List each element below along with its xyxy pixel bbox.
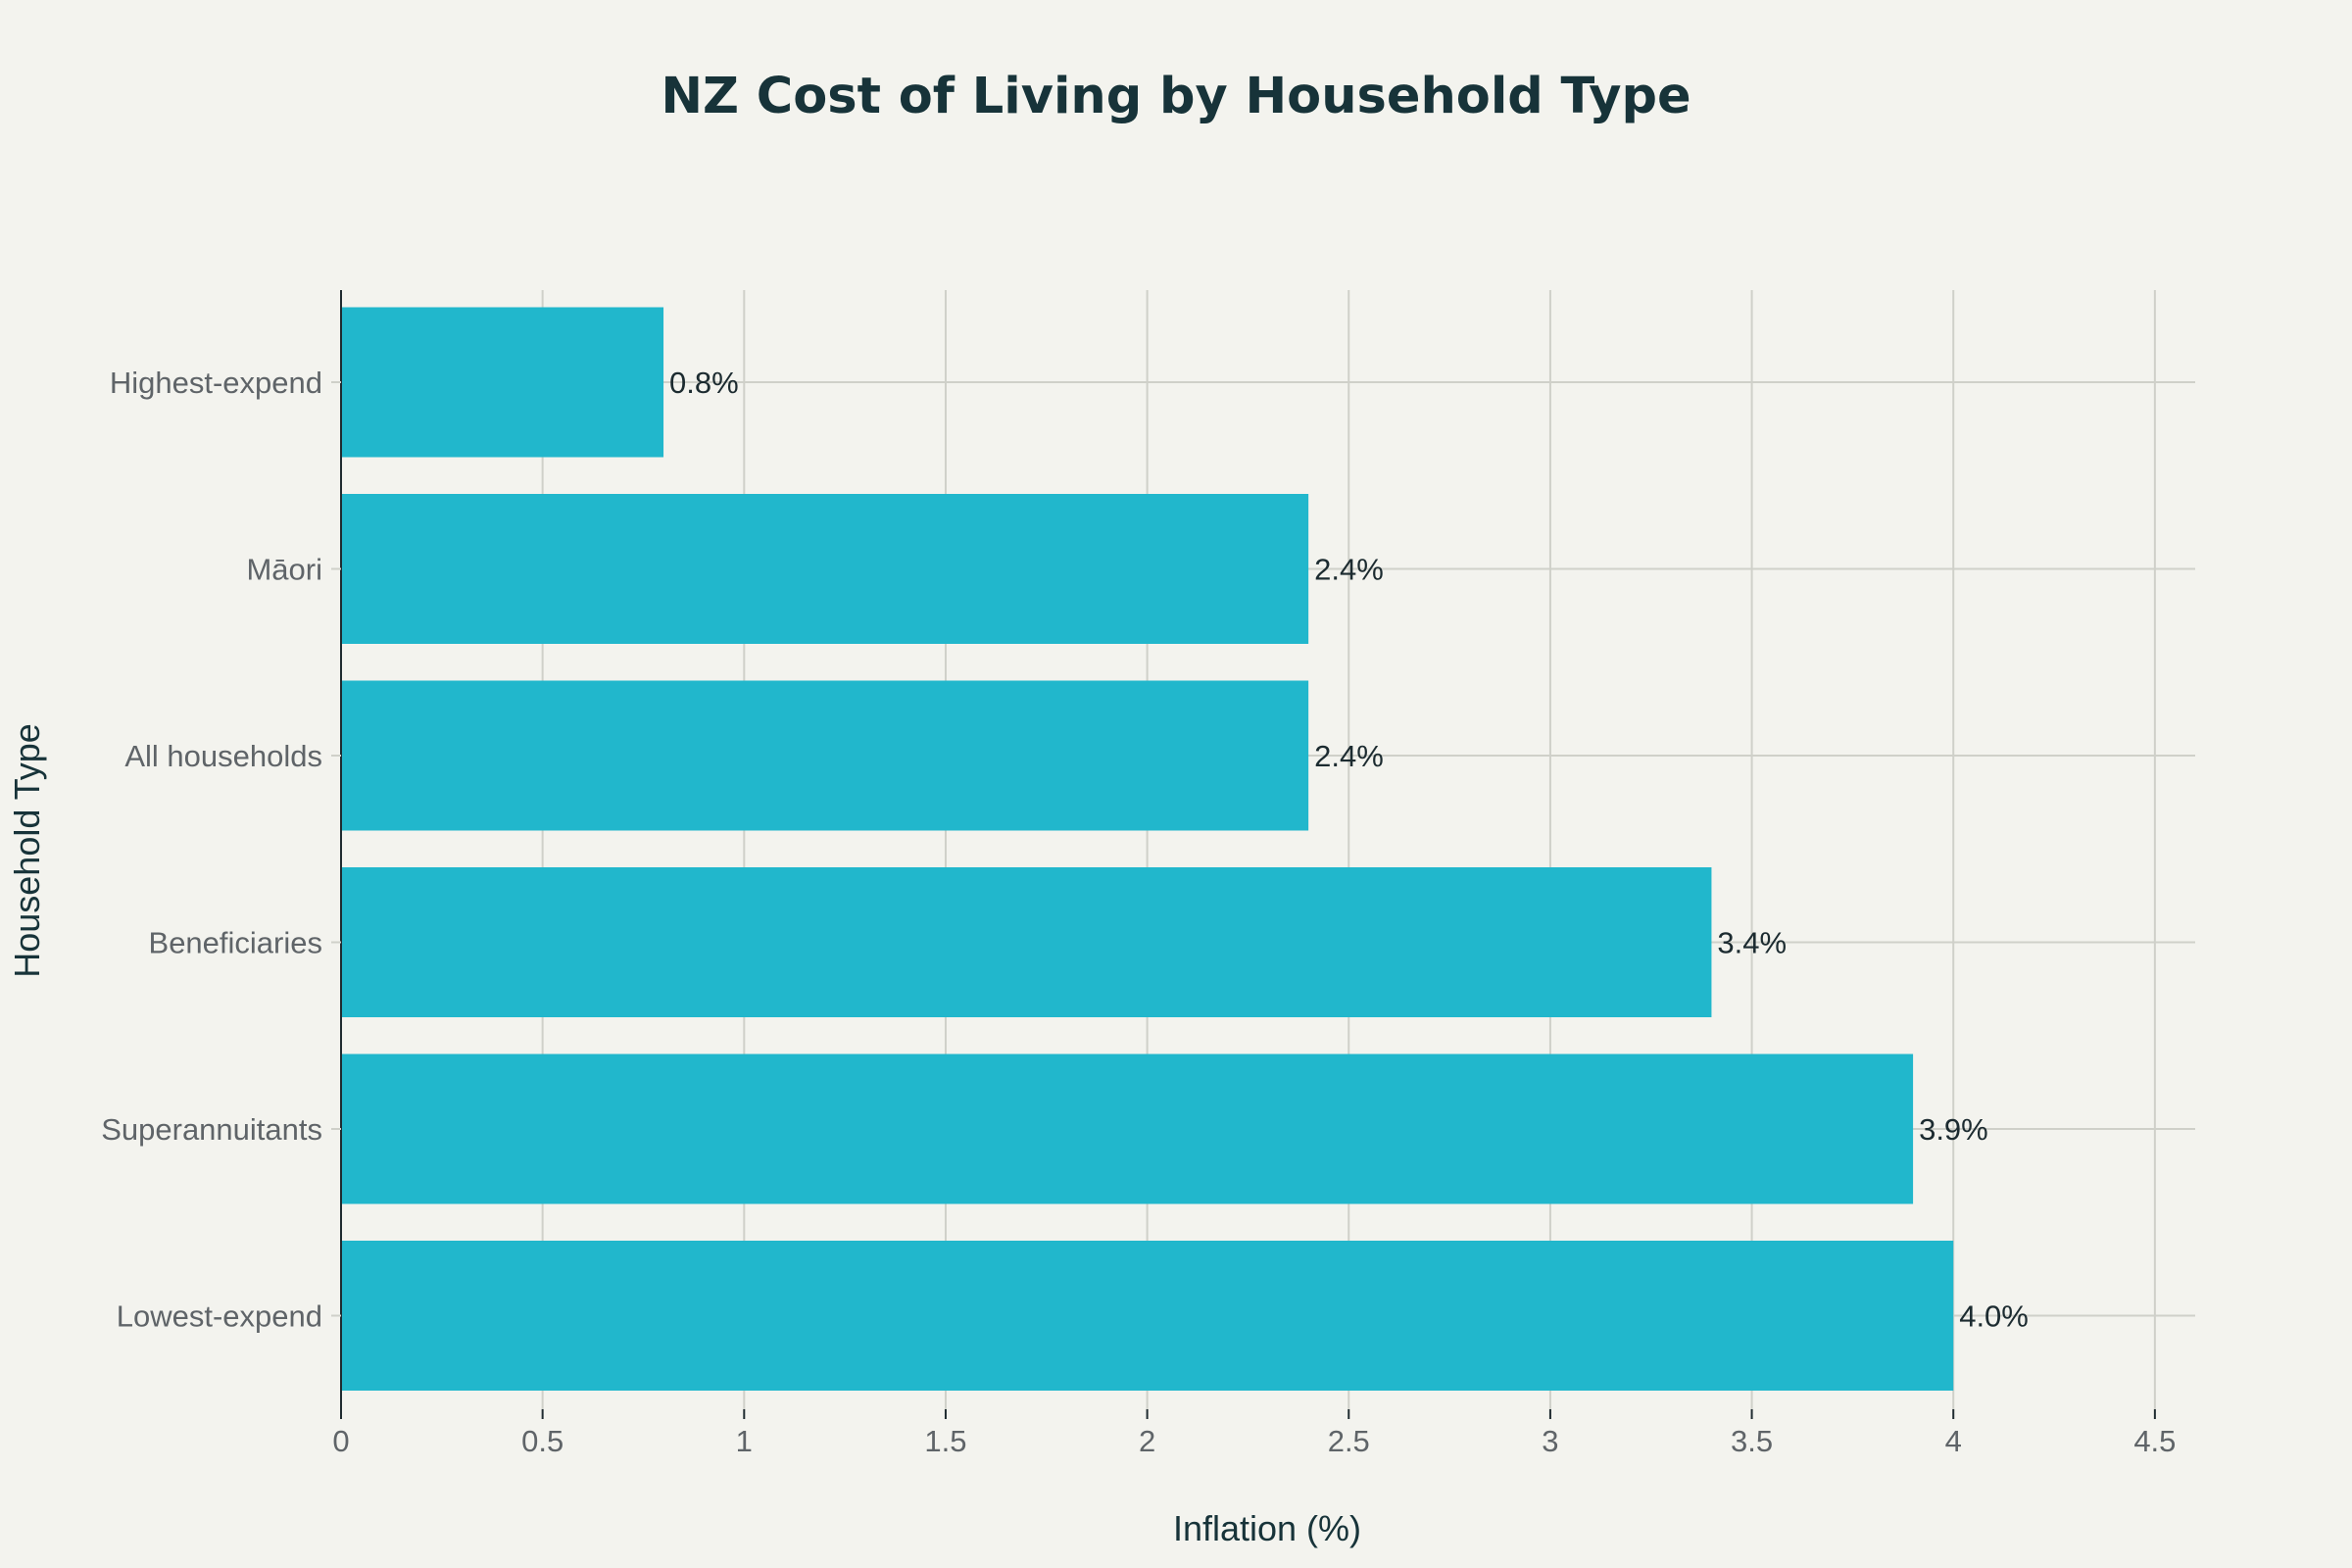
bars (341, 307, 1954, 1391)
data-label: 3.9% (1919, 1112, 1988, 1147)
x-tick-label: 0 (332, 1424, 349, 1458)
y-tick-label: Superannuitants (101, 1112, 322, 1147)
x-tick-label: 1.5 (924, 1424, 966, 1458)
y-tick-label: Beneficiaries (149, 926, 322, 960)
data-label: 3.4% (1717, 926, 1787, 960)
bar-beneficiaries (341, 867, 1712, 1017)
y-tick-label: Highest-expend (110, 366, 322, 400)
data-label: 4.0% (1959, 1299, 2029, 1334)
bar-all-households (341, 680, 1309, 831)
y-tick-labels: Highest-expend Māori All households Benefic… (101, 366, 341, 1334)
bar-superannuitants (341, 1054, 1914, 1204)
y-tick-label: All households (124, 739, 322, 773)
x-tick-label: 4.5 (2133, 1424, 2176, 1458)
y-tick-label: Māori (246, 553, 322, 587)
x-tick-label: 3 (1542, 1424, 1558, 1458)
x-tick-label: 3.5 (1731, 1424, 1773, 1458)
data-labels: 0.8% 2.4% 2.4% 3.4% 3.9% 4.0% (669, 366, 2029, 1334)
data-label: 0.8% (669, 366, 739, 400)
x-axis-title: Inflation (%) (1173, 1508, 1361, 1548)
x-tick-label: 2.5 (1328, 1424, 1370, 1458)
x-tick-label: 4 (1945, 1424, 1962, 1458)
x-tick-labels: 0 0.5 1 1.5 2 2.5 3 3.5 4 4.5 (332, 1409, 2176, 1458)
bar-highest-expend (341, 307, 664, 458)
chart-title: NZ Cost of Living by Household Type (661, 68, 1690, 125)
x-tick-label: 2 (1139, 1424, 1155, 1458)
bar-lowest-expend (341, 1241, 1954, 1391)
data-label: 2.4% (1314, 553, 1384, 587)
bar-m-ori (341, 494, 1309, 644)
data-label: 2.4% (1314, 739, 1384, 773)
x-tick-label: 0.5 (521, 1424, 564, 1458)
y-tick-label: Lowest-expend (117, 1299, 322, 1334)
y-axis-title: Household Type (7, 723, 47, 978)
x-tick-label: 1 (736, 1424, 753, 1458)
